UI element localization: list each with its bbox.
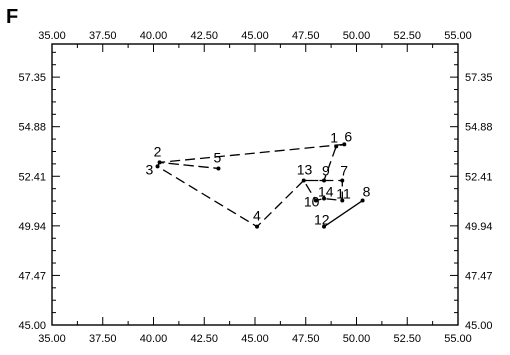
data-point	[322, 196, 327, 201]
x-tick-label-top: 37.50	[89, 30, 117, 42]
data-point	[322, 178, 327, 183]
point-label: 2	[154, 143, 162, 159]
x-tick-label-top: 47.50	[292, 30, 320, 42]
x-tick-label-top: 52.50	[393, 30, 421, 42]
data-points	[155, 142, 365, 229]
x-tick-label-bottom: 35.00	[38, 333, 66, 345]
point-label: 12	[314, 212, 330, 228]
y-tick-label-right: 57.35	[465, 72, 493, 84]
y-tick-label-left: 57.35	[18, 72, 46, 84]
y-tick-label-left: 49.94	[18, 221, 46, 233]
solid-segment	[323, 200, 363, 228]
y-tick-label-right: 52.41	[465, 171, 493, 183]
x-tick-label-top: 42.50	[190, 30, 218, 42]
x-tick-label-top: 50.00	[343, 30, 371, 42]
point-label: 7	[340, 162, 348, 178]
x-tick-label-bottom: 45.00	[241, 333, 269, 345]
point-label: 11	[336, 186, 351, 202]
data-point	[322, 224, 327, 229]
data-point	[360, 198, 365, 203]
x-tick-label-bottom: 37.50	[89, 333, 117, 345]
x-tick-label-bottom: 47.50	[292, 333, 320, 345]
point-label: 6	[344, 128, 352, 144]
x-tick-label-top: 45.00	[241, 30, 269, 42]
x-tick-label-bottom: 42.50	[190, 333, 218, 345]
x-tick-label-top: 35.00	[38, 30, 66, 42]
x-axis-top-labels: 35.00 37.50 40.00 42.50 45.00 47.50 50.00 52.50…	[38, 30, 472, 42]
data-point	[340, 178, 345, 183]
x-tick-label-top: 40.00	[140, 30, 168, 42]
y-tick-label-right: 54.88	[465, 122, 493, 134]
y-tick-label-left: 45.00	[18, 320, 46, 332]
y-tick-label-left: 47.47	[18, 270, 46, 282]
data-point	[155, 164, 160, 169]
x-tick-label-bottom: 50.00	[343, 333, 371, 345]
point-label: 13	[297, 161, 313, 177]
data-point	[301, 178, 306, 183]
x-tick-label-bottom: 55.00	[444, 333, 472, 345]
data-point	[334, 144, 339, 149]
data-point	[340, 198, 345, 203]
axis-ticks	[51, 44, 459, 326]
data-point	[255, 224, 260, 229]
point-label: 5	[213, 149, 221, 165]
trajectory-lines	[156, 143, 363, 228]
y-tick-label-left: 52.41	[18, 171, 46, 183]
x-tick-label-bottom: 40.00	[140, 333, 168, 345]
y-tick-label-left: 54.88	[18, 122, 46, 134]
point-label: 10	[304, 194, 320, 210]
y-axis-left-labels: 45.00 47.47 49.94 52.41 54.88 57.35	[18, 72, 46, 332]
point-label: 14	[318, 184, 334, 200]
panel-label: F	[6, 6, 18, 28]
point-label: 1	[330, 129, 338, 145]
point-label: 3	[146, 161, 154, 177]
point-label: 8	[363, 184, 371, 200]
x-tick-label-bottom: 52.50	[393, 333, 421, 345]
x-tick-label-top: 55.00	[444, 30, 472, 42]
point-label: 4	[253, 208, 261, 224]
x-axis-bottom-labels: 35.00 37.50 40.00 42.50 45.00 47.50 50.00 52.50…	[38, 333, 472, 345]
y-tick-label-right: 47.47	[465, 270, 493, 282]
data-point	[342, 142, 347, 147]
y-tick-label-right: 49.94	[465, 221, 493, 233]
y-axis-right-labels: 45.00 47.47 49.94 52.41 54.88 57.35	[465, 72, 493, 332]
point-label: 9	[322, 162, 330, 178]
y-tick-label-right: 45.00	[465, 320, 493, 332]
data-point	[157, 160, 162, 165]
data-point	[216, 166, 221, 171]
dashed-trajectory	[156, 143, 345, 228]
data-point	[313, 198, 318, 203]
plot-frame	[51, 43, 459, 326]
